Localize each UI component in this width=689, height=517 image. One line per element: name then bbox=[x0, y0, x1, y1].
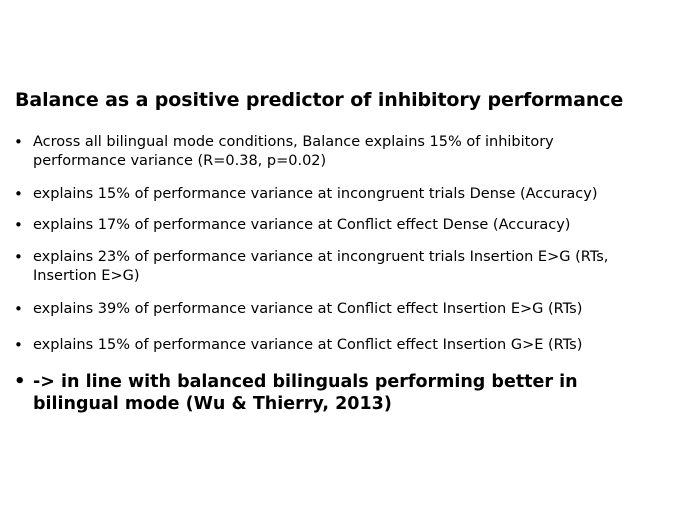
bullet-icon: • bbox=[14, 216, 23, 234]
bullet-text: Across all bilingual mode conditions, Ba… bbox=[33, 134, 554, 169]
bullet-icon: • bbox=[14, 336, 23, 354]
bullet-icon: • bbox=[14, 248, 23, 266]
bullet-icon: • bbox=[14, 133, 23, 151]
bullet-icon: • bbox=[14, 300, 23, 318]
bullet-text: explains 15% of performance variance at … bbox=[33, 186, 598, 202]
slide-title: Balance as a positive predictor of inhib… bbox=[15, 89, 624, 111]
bullet-icon: • bbox=[14, 185, 23, 203]
bullet-text: explains 23% of performance variance at … bbox=[33, 249, 609, 284]
bullet-item: • explains 15% of performance variance a… bbox=[14, 336, 674, 355]
bullet-text: explains 39% of performance variance at … bbox=[33, 301, 583, 317]
bullet-item: • Across all bilingual mode conditions, … bbox=[14, 133, 674, 171]
bullet-item: • explains 39% of performance variance a… bbox=[14, 300, 674, 319]
bullet-icon: • bbox=[14, 371, 26, 392]
bullet-text: -> in line with balanced bilinguals perf… bbox=[33, 372, 578, 414]
bullet-item: • explains 23% of performance variance a… bbox=[14, 248, 674, 286]
bullet-item: • explains 15% of performance variance a… bbox=[14, 185, 674, 204]
bullet-text: explains 17% of performance variance at … bbox=[33, 217, 571, 233]
bullet-text: explains 15% of performance variance at … bbox=[33, 337, 583, 353]
bullet-item: • explains 17% of performance variance a… bbox=[14, 216, 674, 235]
bullet-item-conclusion: • -> in line with balanced bilinguals pe… bbox=[14, 371, 674, 415]
